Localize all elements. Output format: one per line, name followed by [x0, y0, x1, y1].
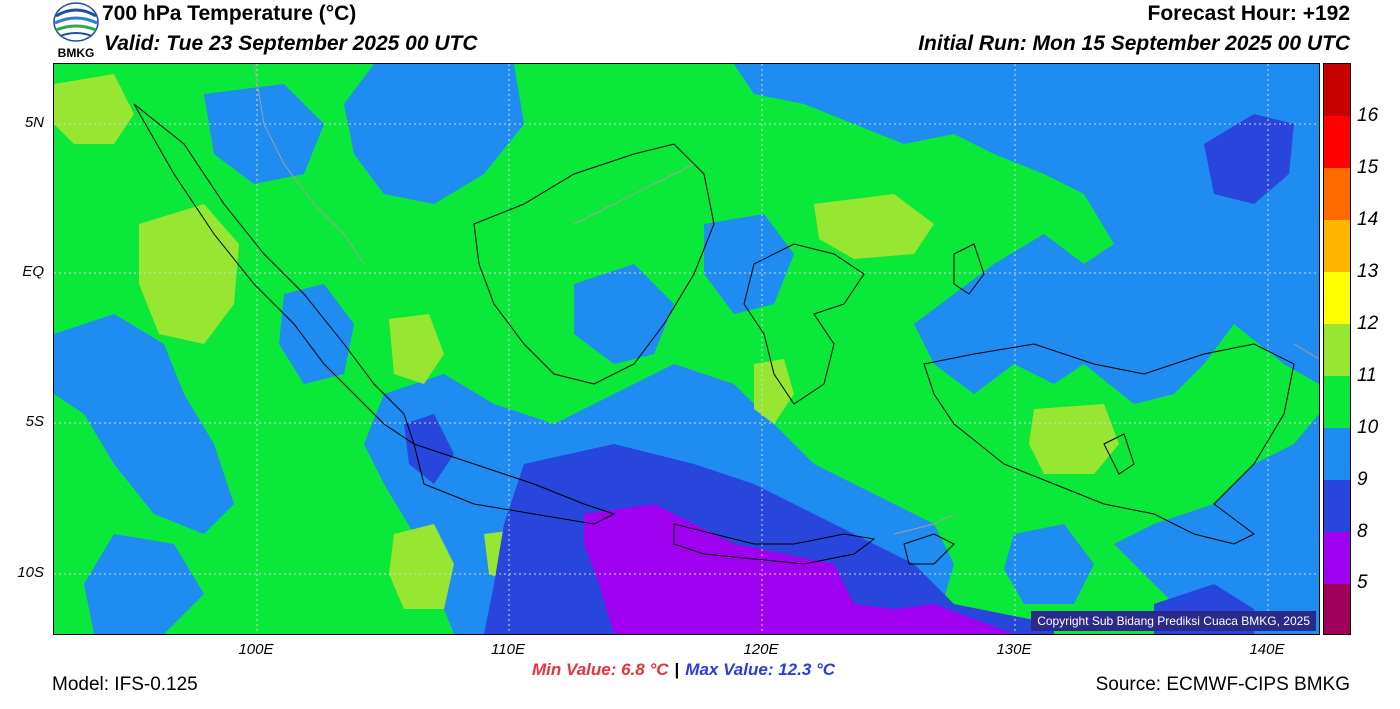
colorbar-segment [1324, 532, 1350, 584]
colorbar-segment [1324, 428, 1350, 480]
lon-label-140e: 140E [1249, 641, 1285, 658]
forecast-hour: Forecast Hour: +192 [1147, 2, 1351, 25]
valid-time: Valid: Tue 23 September 2025 00 UTC [104, 32, 478, 55]
colorbar-segment [1324, 64, 1350, 116]
borders [253, 64, 1319, 535]
colorbar-label: 11 [1357, 365, 1377, 386]
colorbar-label: 16 [1357, 105, 1379, 126]
colorbar-segment [1324, 324, 1350, 376]
field-5-8 [584, 504, 1014, 634]
colorbar-label: 13 [1357, 261, 1379, 282]
lon-label-100e: 100E [238, 641, 274, 658]
graticule [54, 64, 1319, 634]
temperature-map [53, 63, 1320, 635]
colorbar-label: 9 [1357, 469, 1368, 490]
colorbar-label: 12 [1357, 313, 1379, 334]
model-name: Model: IFS-0.125 [52, 674, 198, 695]
min-value: Min Value: 6.8 °C [532, 660, 669, 679]
lat-label-5n: 5N [24, 114, 44, 131]
colorbar-label: 14 [1357, 209, 1379, 230]
min-max-separator: | [674, 660, 680, 679]
colorbar-label: 15 [1357, 157, 1379, 178]
copyright-notice: Copyright Sub Bidang Prediksi Cuaca BMKG… [1031, 611, 1316, 631]
lat-label-eq: EQ [22, 263, 44, 280]
initial-run: Initial Run: Mon 15 September 2025 00 UT… [918, 32, 1350, 55]
colorbar-segment [1324, 480, 1350, 532]
lon-label-120e: 120E [743, 641, 779, 658]
max-value: Max Value: 12.3 °C [685, 660, 836, 679]
colorbar-label: 10 [1357, 417, 1379, 438]
colorbar-segment [1324, 376, 1350, 428]
colorbar-label: 8 [1357, 521, 1368, 542]
colorbar-segment [1324, 168, 1350, 220]
bmkg-logo: BMKG [52, 2, 100, 60]
colorbar-segment [1324, 272, 1350, 324]
map-title: 700 hPa Temperature (°C) [102, 2, 357, 25]
colorbar [1323, 63, 1351, 635]
colorbar-label: 5 [1357, 572, 1368, 593]
lat-label-10s: 10S [17, 564, 44, 581]
lon-label-130e: 130E [996, 641, 1032, 658]
data-source: Source: ECMWF-CIPS BMKG [1095, 674, 1350, 695]
min-max-values: Min Value: 6.8 °C | Max Value: 12.3 °C [532, 660, 835, 680]
coastlines [133, 103, 1295, 565]
colorbar-segment [1324, 116, 1350, 168]
lon-label-110e: 110E [491, 641, 525, 658]
field-11-12 [54, 74, 1119, 609]
logo-text: BMKG [58, 46, 95, 60]
colorbar-segment [1324, 584, 1350, 634]
temperature-field [54, 64, 1319, 634]
colorbar-segment [1324, 220, 1350, 272]
lat-label-5s: 5S [25, 413, 44, 430]
